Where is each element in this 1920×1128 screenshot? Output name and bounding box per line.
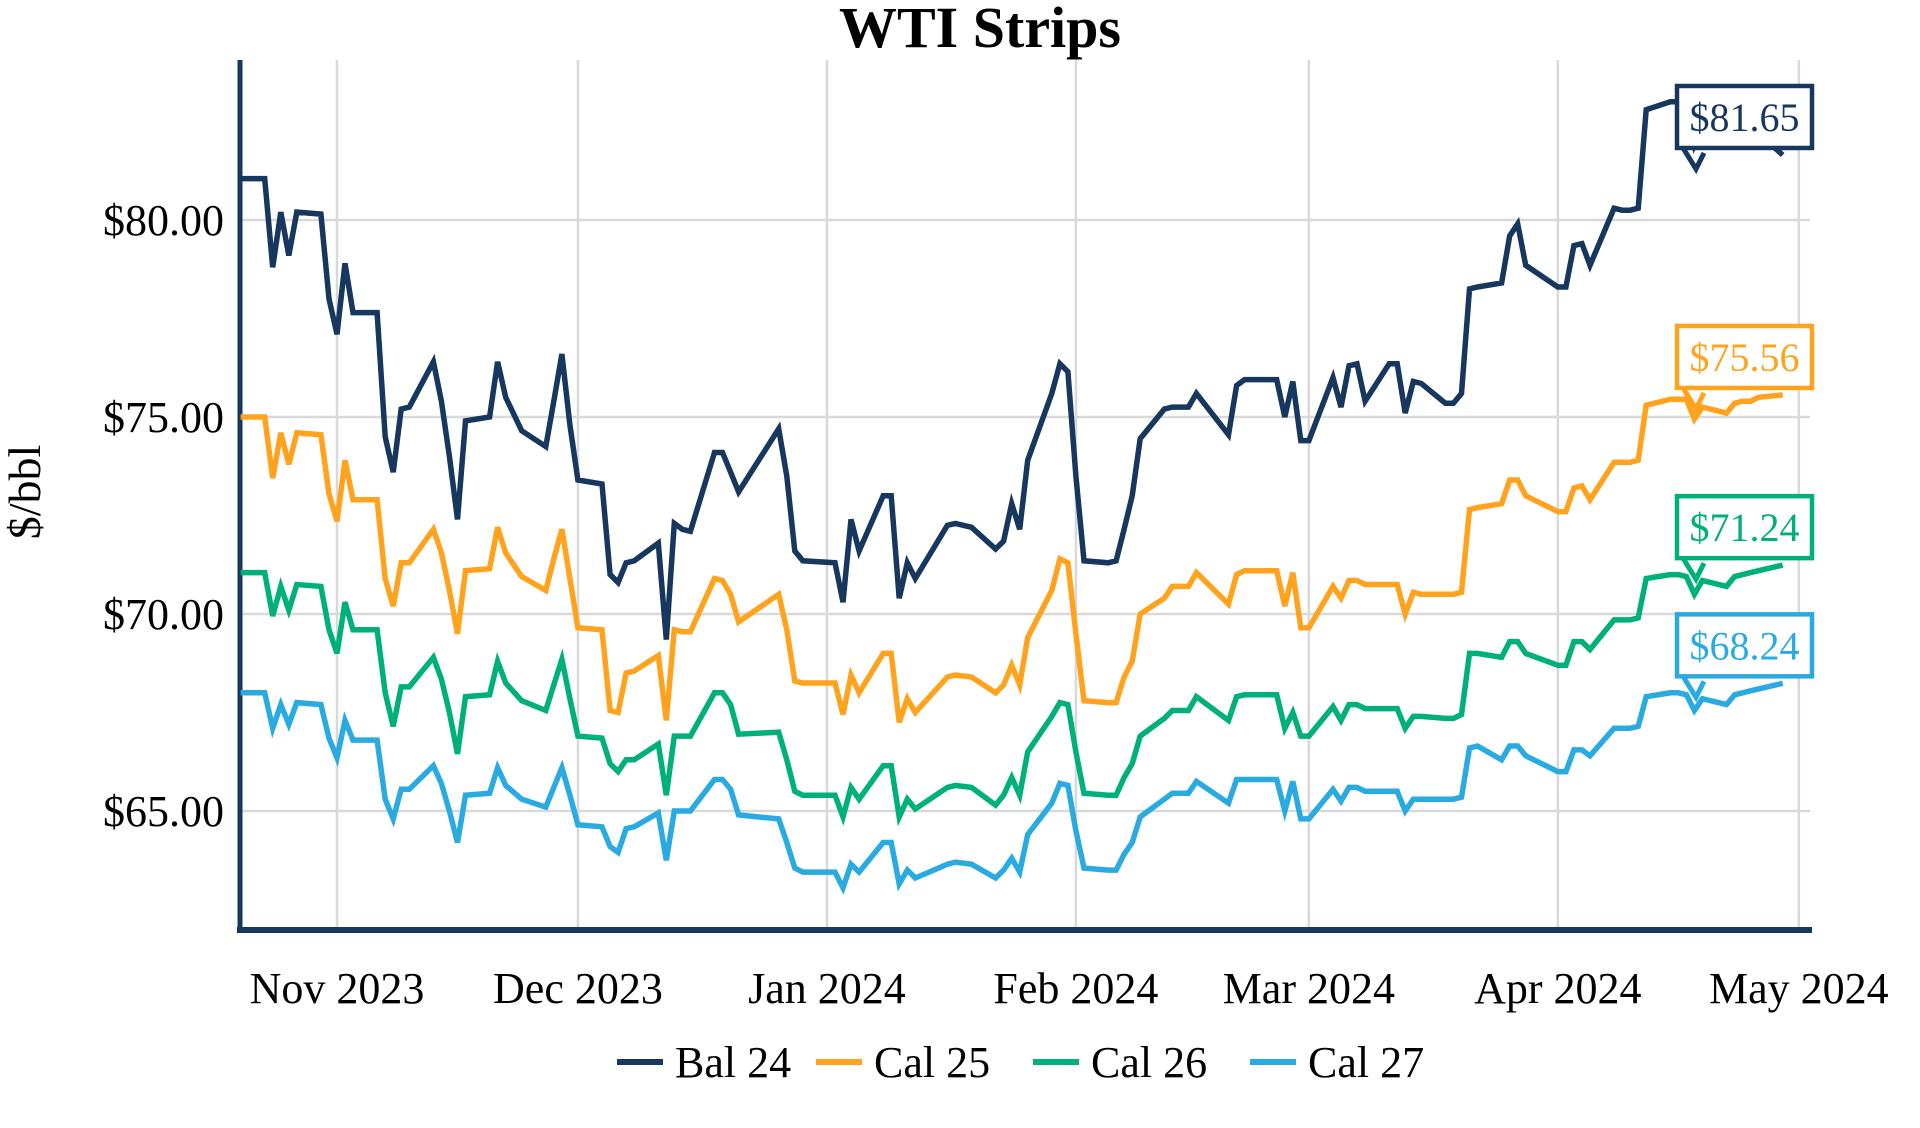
gridlines	[242, 60, 1810, 928]
series-lines	[240, 99, 1785, 895]
chart-title: WTI Strips	[839, 0, 1121, 60]
end-label-leader-cal-25	[1680, 386, 1707, 415]
end-label-leader-cal-26	[1680, 556, 1707, 585]
y-tick-label-70: $70.00	[103, 590, 224, 639]
x-tick-label-nov-2023: Nov 2023	[250, 964, 425, 1013]
legend-label-cal-26: Cal 26	[1091, 1038, 1207, 1087]
y-tick-label-80: $80.00	[103, 196, 224, 245]
x-tick-label-mar-2024: Mar 2024	[1223, 964, 1395, 1013]
legend-label-cal-27: Cal 27	[1308, 1038, 1424, 1087]
legend-label-bal-24: Bal 24	[675, 1038, 791, 1087]
legend: Bal 24 Cal 25 Cal 26 Cal 27	[617, 1038, 1424, 1087]
end-label-box-cal-27	[1674, 612, 1815, 679]
end-label-value-bal-24: $81.65	[1690, 95, 1800, 140]
series-line-cal-26	[240, 562, 1784, 827]
legend-label-cal-25: Cal 25	[874, 1038, 990, 1087]
y-tick-label-65: $65.00	[103, 787, 224, 836]
x-tick-label-may-2024: May 2024	[1709, 964, 1889, 1013]
x-tick-label-dec-2023: Dec 2023	[493, 964, 663, 1013]
end-label-box-cal-25	[1674, 323, 1815, 391]
end-label-value-cal-26: $71.24	[1690, 505, 1800, 550]
series-line-bal-24	[240, 99, 1785, 640]
end-label-value-cal-25: $75.56	[1690, 335, 1800, 380]
end-label-box-bal-24	[1674, 83, 1815, 151]
y-axis-title: $/bbl	[0, 445, 50, 540]
end-label-leader-cal-27	[1680, 675, 1707, 703]
y-tick-labels: $80.00 $75.00 $70.00 $65.00	[103, 196, 224, 836]
x-tick-label-jan-2024: Jan 2024	[748, 964, 906, 1013]
series-line-cal-27	[240, 680, 1784, 895]
x-tick-labels: Nov 2023 Dec 2023 Jan 2024 Feb 2024 Mar 2024…	[250, 964, 1889, 1013]
end-label-leader-bal-24	[1680, 146, 1707, 175]
axes	[237, 60, 1812, 933]
x-tick-label-feb-2024: Feb 2024	[993, 964, 1158, 1013]
end-value-labels: $81.65 $75.56 $71.24 $68.24	[1674, 83, 1815, 703]
end-label-value-cal-27: $68.24	[1690, 623, 1800, 668]
end-label-box-cal-26	[1674, 493, 1815, 561]
x-tick-label-apr-2024: Apr 2024	[1474, 964, 1641, 1013]
y-tick-label-75: $75.00	[103, 393, 224, 442]
series-line-cal-25	[240, 392, 1783, 724]
